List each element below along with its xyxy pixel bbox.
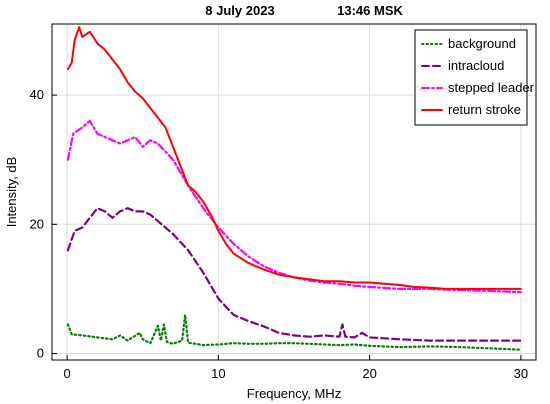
- series-line-stepped-leader: [66, 119, 522, 294]
- x-tick-label: 30: [514, 366, 528, 381]
- legend-label-stepped-leader: stepped leader: [448, 80, 535, 95]
- legend-label-intracloud: intracloud: [448, 58, 504, 73]
- series-line-background: [66, 313, 522, 351]
- x-tick-label: 10: [211, 366, 225, 381]
- legend-label-background: background: [448, 36, 516, 51]
- x-axis-label: Frequency, MHz: [247, 386, 341, 401]
- series-line-intracloud: [66, 207, 522, 342]
- y-tick-label: 40: [30, 87, 44, 102]
- axis-ticks: 0 10 20 30 0 20 40: [30, 87, 529, 381]
- x-tick-label: 20: [362, 366, 376, 381]
- series-lines: [66, 26, 522, 351]
- legend-label-return-stroke: return stroke: [448, 102, 521, 117]
- legend: background intracloud stepped leader return…: [414, 29, 535, 126]
- chart-title-date: 8 July 2023: [205, 3, 274, 18]
- plot-frame: [51, 23, 537, 361]
- y-tick-label: 20: [30, 216, 44, 231]
- chart-title-time: 13:46 MSK: [337, 3, 403, 18]
- y-tick-label: 0: [37, 346, 44, 361]
- series-line-return-stroke: [66, 26, 522, 290]
- legend-items: background intracloud stepped leader return…: [421, 36, 535, 117]
- y-axis-label: Intensity, dB: [4, 157, 19, 228]
- x-tick-label: 0: [64, 366, 71, 381]
